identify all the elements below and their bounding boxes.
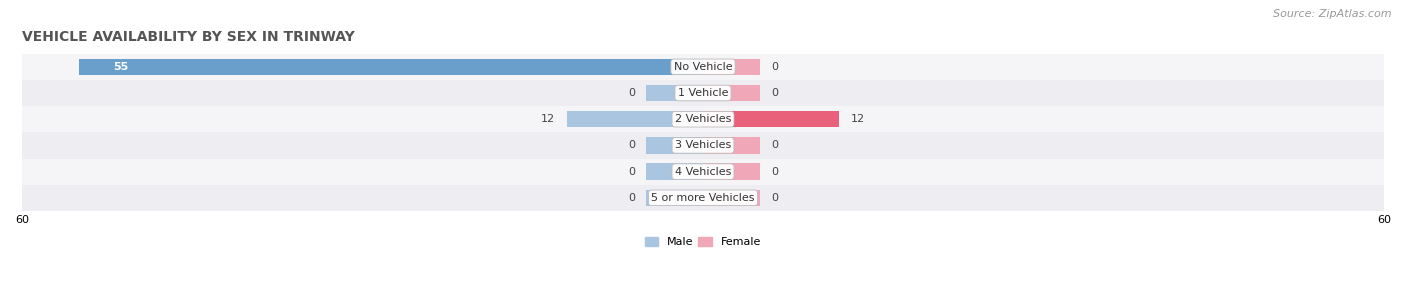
Bar [647, 85, 703, 101]
Bar [22, 132, 1384, 159]
Bar [703, 163, 759, 180]
Bar [79, 59, 703, 75]
Bar [647, 190, 703, 206]
Bar [647, 163, 703, 180]
Bar [22, 54, 1384, 80]
Text: 0: 0 [770, 88, 778, 98]
Text: 1 Vehicle: 1 Vehicle [678, 88, 728, 98]
Bar [703, 137, 759, 154]
Text: 0: 0 [770, 62, 778, 72]
Text: 12: 12 [851, 114, 865, 124]
Text: 4 Vehicles: 4 Vehicles [675, 166, 731, 177]
Bar [22, 159, 1384, 185]
Text: 3 Vehicles: 3 Vehicles [675, 140, 731, 151]
Legend: Male, Female: Male, Female [641, 232, 765, 252]
Text: 2 Vehicles: 2 Vehicles [675, 114, 731, 124]
Text: 12: 12 [541, 114, 555, 124]
Text: Source: ZipAtlas.com: Source: ZipAtlas.com [1274, 9, 1392, 19]
Bar [703, 111, 839, 127]
Text: No Vehicle: No Vehicle [673, 62, 733, 72]
Text: 0: 0 [770, 140, 778, 151]
Text: 0: 0 [770, 166, 778, 177]
Text: 0: 0 [628, 193, 636, 203]
Text: 0: 0 [628, 140, 636, 151]
Bar [22, 185, 1384, 211]
Bar [703, 190, 759, 206]
Text: 5 or more Vehicles: 5 or more Vehicles [651, 193, 755, 203]
Bar [567, 111, 703, 127]
Text: 0: 0 [770, 193, 778, 203]
Bar [647, 137, 703, 154]
Text: 0: 0 [628, 88, 636, 98]
Bar [703, 85, 759, 101]
Text: VEHICLE AVAILABILITY BY SEX IN TRINWAY: VEHICLE AVAILABILITY BY SEX IN TRINWAY [22, 30, 354, 44]
Text: 55: 55 [112, 62, 128, 72]
Text: 0: 0 [628, 166, 636, 177]
Bar [22, 106, 1384, 132]
Bar [22, 80, 1384, 106]
Bar [703, 59, 759, 75]
